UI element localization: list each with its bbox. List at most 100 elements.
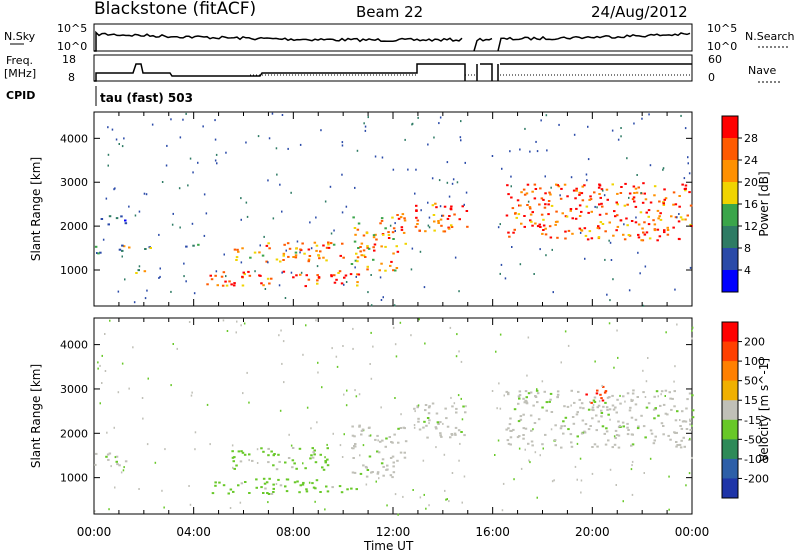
range-cell <box>307 278 311 281</box>
range-cell <box>636 174 638 176</box>
range-cell <box>580 402 584 405</box>
range-cell <box>560 446 563 449</box>
range-cell <box>633 122 635 125</box>
colorbar-swatch <box>722 322 738 343</box>
range-cell <box>356 281 359 284</box>
range-cell <box>123 137 125 140</box>
range-cell <box>261 254 265 257</box>
range-cell <box>202 125 204 128</box>
range-cell <box>146 443 149 446</box>
range-cell <box>527 200 530 203</box>
range-cell <box>680 114 682 117</box>
range-cell <box>656 209 660 212</box>
range-cell <box>240 450 243 453</box>
range-cell <box>501 509 504 512</box>
range-cell <box>589 195 592 198</box>
range-cell <box>368 455 372 458</box>
range-cell <box>319 491 322 493</box>
range-cell <box>358 425 361 428</box>
range-cell <box>265 260 268 263</box>
range-cell <box>598 184 602 187</box>
y-tick-label: 3000 <box>60 383 88 396</box>
data-region-6 <box>585 385 608 404</box>
range-cell <box>549 193 552 196</box>
range-cell <box>392 471 396 474</box>
range-cell <box>389 224 392 227</box>
range-cell <box>121 249 124 252</box>
range-cell <box>317 361 319 364</box>
range-cell <box>197 243 200 246</box>
range-cell <box>327 246 331 249</box>
range-cell <box>387 234 391 236</box>
range-cell <box>115 455 119 458</box>
range-cell <box>372 258 375 261</box>
colorbar-swatch <box>722 478 738 499</box>
range-cell <box>604 230 607 233</box>
range-cell <box>576 435 579 438</box>
range-cell <box>596 389 599 392</box>
range-cell <box>545 254 547 257</box>
range-cell <box>397 427 400 430</box>
range-cell <box>668 508 670 511</box>
range-cell <box>688 172 691 175</box>
range-cell <box>107 223 110 226</box>
range-cell <box>400 226 404 229</box>
range-cell <box>639 272 641 275</box>
range-cell <box>497 439 500 442</box>
x-tick-label: 00:00 <box>675 525 710 539</box>
range-cell <box>326 447 329 450</box>
range-cell <box>648 237 652 240</box>
range-cell <box>641 117 643 120</box>
range-cell <box>529 213 533 216</box>
range-cell <box>446 161 449 164</box>
range-cell <box>543 390 546 393</box>
range-cell <box>441 214 443 217</box>
range-cell <box>144 248 147 250</box>
range-cell <box>284 461 287 464</box>
range-cell <box>574 197 577 200</box>
range-cell <box>377 451 381 454</box>
range-cell <box>343 393 345 396</box>
range-cell <box>548 191 551 194</box>
range-cell <box>372 345 374 348</box>
range-cell <box>524 399 527 402</box>
range-cell <box>216 284 219 287</box>
time-axis: 00:00 04:00 08:00 12:00 16:00 20:00 00:00 <box>77 525 710 539</box>
range-cell <box>367 291 369 294</box>
range-cell <box>548 225 552 228</box>
range-cell <box>448 500 450 503</box>
range-cell <box>411 122 414 125</box>
range-cell <box>450 433 453 435</box>
range-cell <box>352 327 354 330</box>
range-cell <box>300 271 303 274</box>
range-cell <box>619 219 623 222</box>
range-cell <box>673 380 675 383</box>
range-cell <box>302 462 304 465</box>
range-cell <box>691 394 694 397</box>
range-cell <box>380 262 383 265</box>
range-cell <box>345 404 348 407</box>
range-cell <box>144 297 147 300</box>
range-cell <box>232 460 235 463</box>
range-cell <box>438 179 441 182</box>
range-cell <box>590 210 593 213</box>
range-cell <box>555 183 558 186</box>
range-cell <box>652 219 655 222</box>
range-cell <box>580 192 584 195</box>
range-cell <box>458 459 460 462</box>
range-cell <box>512 428 515 431</box>
range-cell <box>220 275 224 278</box>
colorbar-swatch <box>722 419 738 440</box>
colorbar-tick-label: -50 <box>744 433 762 446</box>
range-cell <box>559 197 563 200</box>
range-cell <box>107 153 110 156</box>
range-cell <box>381 458 385 461</box>
range-cell <box>410 334 412 337</box>
range-cell <box>268 282 271 285</box>
range-cell <box>522 427 525 430</box>
range-cell <box>424 342 426 345</box>
range-cell <box>611 446 614 449</box>
range-cell <box>428 504 430 507</box>
range-cell <box>237 450 241 453</box>
range-cell <box>178 187 181 190</box>
